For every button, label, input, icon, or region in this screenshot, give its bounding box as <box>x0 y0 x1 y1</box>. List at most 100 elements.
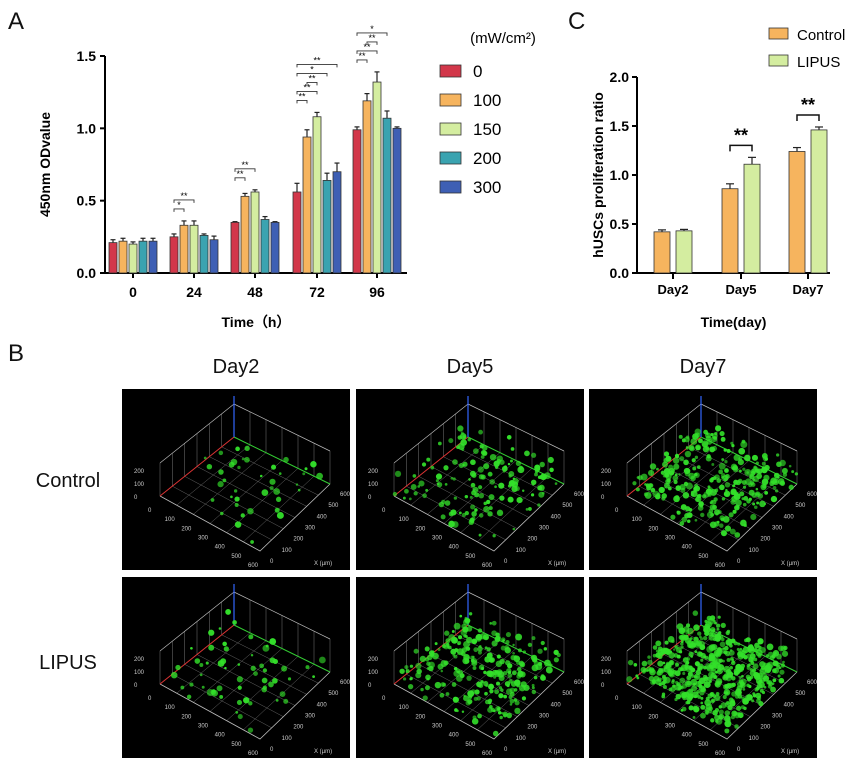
cell <box>450 648 457 655</box>
cell <box>409 677 413 681</box>
y-tick-label: 0.0 <box>610 265 630 281</box>
cell <box>489 689 494 694</box>
y-tick-label: 200 <box>648 714 659 720</box>
cell <box>776 453 780 457</box>
cell <box>189 682 194 687</box>
significance-bracket <box>366 41 378 45</box>
cell <box>223 646 229 652</box>
cell <box>203 456 207 460</box>
cell <box>720 530 728 537</box>
y-tick-label: 1.0 <box>610 167 630 183</box>
cell <box>510 447 515 451</box>
cell <box>218 450 224 456</box>
cell <box>443 660 449 666</box>
z-tick-label: 0 <box>368 495 372 501</box>
cell <box>478 492 485 499</box>
cell <box>708 634 715 641</box>
cell <box>469 470 476 477</box>
cell <box>170 671 178 679</box>
cell <box>545 666 553 674</box>
cell <box>483 463 490 470</box>
cell <box>694 497 700 502</box>
cell <box>540 674 545 679</box>
cell <box>499 715 503 720</box>
cell <box>453 666 458 671</box>
cell <box>413 491 418 496</box>
cell <box>679 691 687 698</box>
y-tick-label: 1.0 <box>77 120 97 136</box>
cell <box>456 709 459 713</box>
cell <box>435 473 443 480</box>
cell <box>525 508 529 511</box>
cell <box>235 710 239 714</box>
cell <box>727 449 730 452</box>
cell <box>462 461 468 467</box>
cell <box>402 496 406 500</box>
significance-bracket <box>296 72 328 77</box>
cell <box>404 665 409 670</box>
cell <box>704 709 709 715</box>
cell <box>690 475 696 482</box>
cell <box>772 486 777 490</box>
significance-label: ** <box>358 51 366 61</box>
cell <box>663 684 667 689</box>
cell <box>710 718 715 723</box>
cell <box>514 707 521 714</box>
x-tick-label: 200 <box>527 725 538 731</box>
x-tick-label: 500 <box>328 503 339 509</box>
cell <box>662 679 667 684</box>
cell <box>495 632 500 637</box>
cell <box>723 691 727 694</box>
cell <box>225 609 232 615</box>
cell <box>764 664 771 672</box>
cell <box>732 466 739 473</box>
cell <box>468 612 473 616</box>
cell <box>716 520 720 524</box>
x-tick-label: 600 <box>340 680 350 686</box>
x-axis-line <box>233 436 331 485</box>
cell <box>517 648 522 653</box>
cell <box>716 627 720 631</box>
y-axis-line <box>159 436 235 497</box>
cell <box>680 487 686 493</box>
cell <box>458 635 463 640</box>
y-tick-label: 0.5 <box>77 193 97 209</box>
significance-bracket <box>356 59 368 63</box>
cell <box>728 649 735 656</box>
cell <box>409 664 414 668</box>
bar-0-48 <box>230 221 240 274</box>
cell <box>649 668 656 676</box>
cell <box>452 477 456 481</box>
cell <box>444 482 448 486</box>
x-tick-label: 100 <box>749 548 760 554</box>
cell <box>715 719 719 723</box>
cell <box>483 506 490 513</box>
cell <box>672 475 679 481</box>
cell <box>717 615 721 619</box>
x-tick-label: 600 <box>574 492 584 498</box>
cell <box>496 654 501 659</box>
bar-LIPUS-Day7 <box>810 129 828 274</box>
cell <box>708 644 716 651</box>
cell <box>697 631 702 636</box>
cell <box>765 654 769 658</box>
z-tick-label: 0 <box>601 495 605 501</box>
cell <box>278 472 282 475</box>
cell <box>474 492 480 498</box>
cell <box>702 625 707 630</box>
cell <box>517 466 525 474</box>
x-tick-label: Day5 <box>725 282 756 297</box>
z-tick-label: 100 <box>134 482 145 488</box>
cell <box>700 701 704 705</box>
cell <box>695 640 702 647</box>
z-tick-label: 200 <box>601 469 612 475</box>
cell <box>746 676 752 682</box>
cell <box>496 509 504 517</box>
cell <box>443 465 449 471</box>
cell <box>662 661 666 665</box>
y-tick-label: 500 <box>231 554 242 560</box>
significance-label: ** <box>236 169 244 179</box>
cell <box>210 689 217 695</box>
y-tick-label: 300 <box>665 724 676 730</box>
cell <box>774 652 777 655</box>
